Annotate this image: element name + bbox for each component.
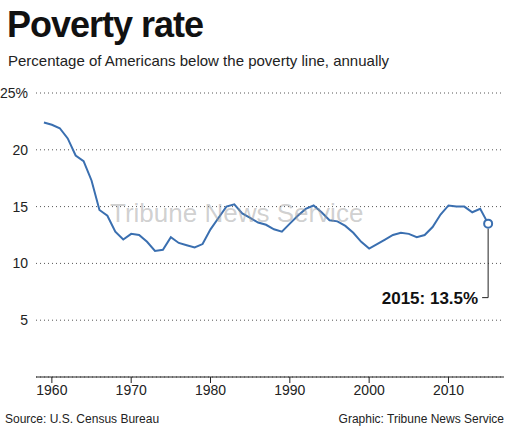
svg-text:10: 10 bbox=[12, 255, 28, 271]
html-text:Percentage of Americans below: Percentage of Americans below the povert… bbox=[8, 52, 390, 69]
svg-text:2010: 2010 bbox=[433, 382, 464, 398]
svg-text:1990: 1990 bbox=[274, 382, 305, 398]
svg-text:1960: 1960 bbox=[36, 382, 67, 398]
svg-text:1980: 1980 bbox=[195, 382, 226, 398]
svg-text:1970: 1970 bbox=[116, 382, 147, 398]
svg-text:2015: 13.5%: 2015: 13.5% bbox=[382, 289, 478, 308]
svg-text:20: 20 bbox=[12, 142, 28, 158]
svg-text:2000: 2000 bbox=[354, 382, 385, 398]
svg-text:5: 5 bbox=[20, 312, 28, 328]
html-text:Poverty rate: Poverty rate bbox=[7, 4, 204, 45]
html-text:Graphic: Tribune News Service: Graphic: Tribune News Service bbox=[338, 412, 504, 426]
html-text:Source: U.S. Census Bureau: Source: U.S. Census Bureau bbox=[5, 412, 160, 426]
svg-text:25%: 25% bbox=[8, 85, 28, 101]
svg-text:15: 15 bbox=[12, 199, 28, 215]
html-text:Tribune News Service: Tribune News Service bbox=[110, 198, 364, 228]
